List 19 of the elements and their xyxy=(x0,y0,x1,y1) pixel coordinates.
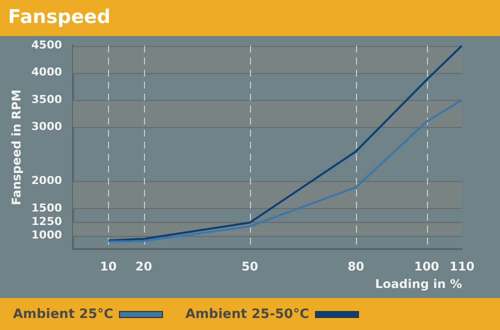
y-tick-label: 3500 xyxy=(31,92,62,106)
x-tick-label: 100 xyxy=(414,260,440,274)
y-tick-label: 4000 xyxy=(31,66,62,79)
x-tick-label: 80 xyxy=(348,260,364,274)
legend-label: Ambient 25-50°C xyxy=(185,306,310,322)
x-tick-label: 20 xyxy=(135,260,152,274)
y-tick-label: 4500 xyxy=(31,38,62,52)
chart-title: Fanspeed xyxy=(0,0,500,36)
y-tick-label: 1000 xyxy=(31,228,62,242)
y-tick-label: 1250 xyxy=(31,214,62,228)
y-tick-label: 3000 xyxy=(31,120,62,133)
y-tick-label: 1500 xyxy=(31,201,62,214)
legend-label: Ambient 25°C xyxy=(13,306,114,322)
x-tick-label: 10 xyxy=(100,260,117,274)
y-axis-title: Fanspeed in RPM xyxy=(9,90,24,206)
y-tick-label: 2000 xyxy=(31,174,62,188)
x-axis-title: Loading in % xyxy=(375,276,462,291)
x-tick-label: 50 xyxy=(241,260,258,274)
x-tick-label: 110 xyxy=(449,260,475,274)
